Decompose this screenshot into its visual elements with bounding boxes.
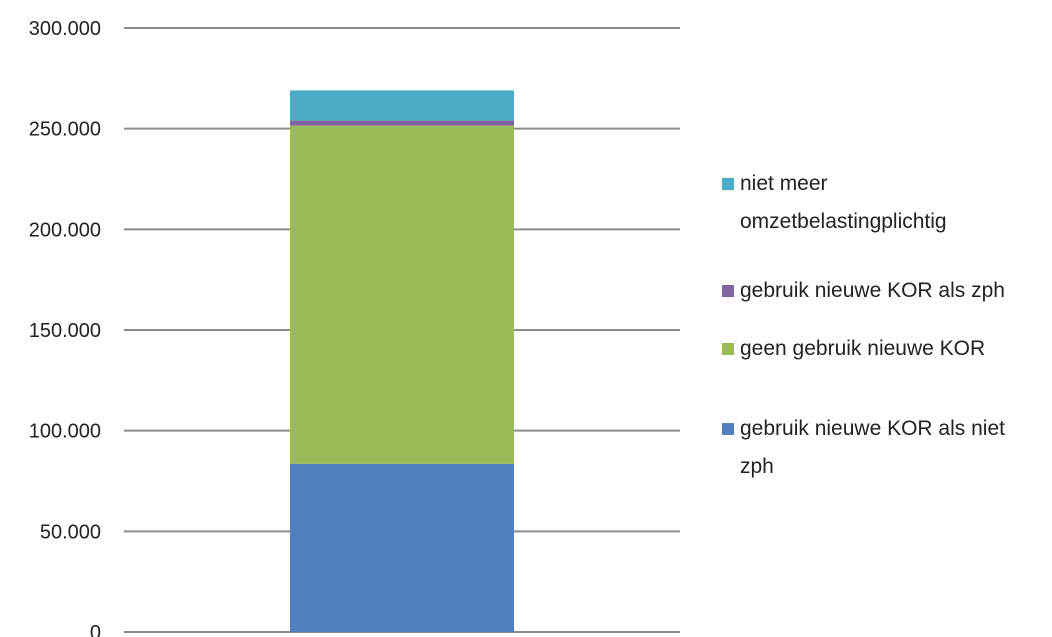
legend-label: geen gebruik nieuwe KOR	[740, 337, 985, 360]
legend-entry-2: geen gebruik nieuwe KOR	[722, 337, 985, 360]
legend-swatch	[722, 178, 734, 190]
bar-stack	[290, 90, 514, 632]
y-tick-label: 200.000	[29, 219, 101, 241]
legend-label: zph	[740, 455, 774, 478]
y-tick-label: 250.000	[29, 119, 101, 141]
bar-segment-0	[290, 463, 514, 632]
legend: niet meer omzetbelastingplichtig gebruik n…	[722, 172, 1005, 478]
y-tick-label: 100.000	[29, 421, 101, 443]
y-tick-label: 0	[90, 622, 101, 637]
bar-segment-1	[290, 125, 514, 464]
legend-entry-1: gebruik nieuwe KOR als zph	[722, 279, 1005, 302]
y-axis-tick-labels: 0 50.000 100.000 150.000 200.000 250.000 300.0…	[29, 18, 101, 637]
legend-swatch	[722, 285, 734, 297]
y-tick-label: 50.000	[40, 521, 101, 543]
bar-segment-3	[290, 90, 514, 121]
legend-entry-0: niet meer omzetbelastingplichtig	[722, 172, 947, 233]
bar-segment-2	[290, 120, 514, 126]
legend-entry-3: gebruik nieuwe KOR als niet zph	[722, 417, 1005, 478]
y-tick-label: 300.000	[29, 18, 101, 40]
legend-swatch	[722, 343, 734, 355]
y-tick-label: 150.000	[29, 320, 101, 342]
legend-swatch	[722, 423, 734, 435]
legend-label: niet meer	[740, 172, 828, 195]
legend-label: gebruik nieuwe KOR als niet	[740, 417, 1005, 440]
legend-label: omzetbelastingplichtig	[740, 210, 947, 233]
legend-label: gebruik nieuwe KOR als zph	[740, 279, 1005, 302]
